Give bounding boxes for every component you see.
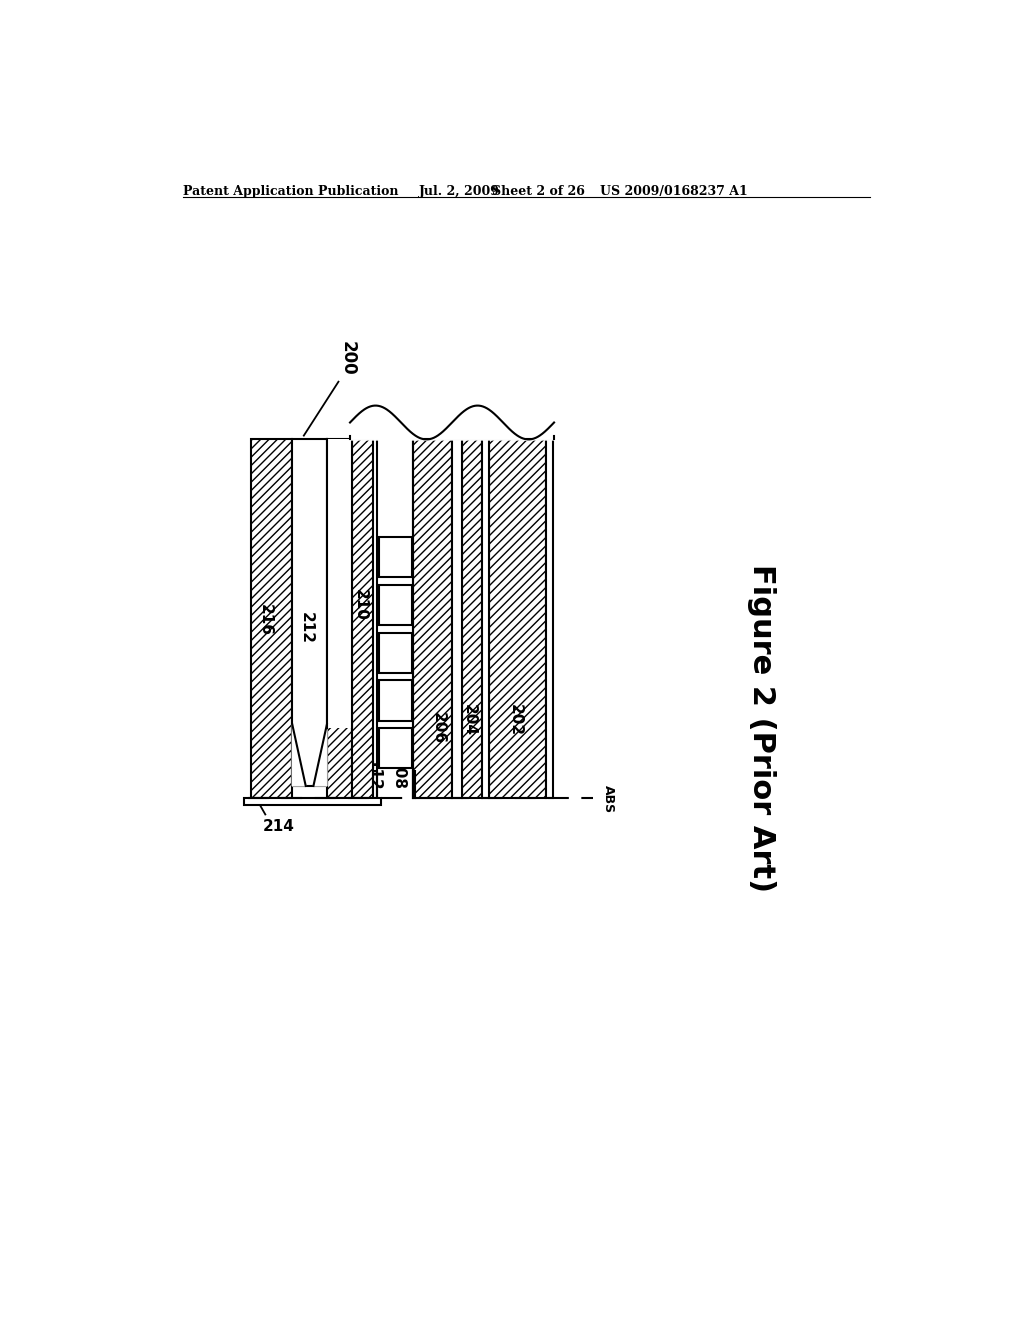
Bar [453,440,462,797]
Text: 206: 206 [431,711,446,744]
Text: Sheet 2 of 26: Sheet 2 of 26 [493,185,586,198]
Bar [351,440,373,797]
Text: Patent Application Publication: Patent Application Publication [183,185,398,198]
Bar [547,440,553,797]
Polygon shape [313,725,327,785]
Text: 204: 204 [462,705,477,737]
Bar [379,537,412,577]
Bar [244,797,381,805]
Bar [377,440,413,797]
Text: 208: 208 [391,759,407,791]
Bar [488,440,547,797]
Bar [379,585,412,626]
Polygon shape [292,725,306,785]
Bar [327,440,351,729]
Text: ABS: ABS [602,785,614,813]
Text: Jul. 2, 2009: Jul. 2, 2009 [419,185,500,198]
Bar [462,440,482,797]
Bar [379,632,412,673]
Text: 202: 202 [508,705,523,737]
Text: US 2009/0168237 A1: US 2009/0168237 A1 [600,185,748,198]
Bar [413,440,453,797]
Bar [379,729,412,768]
Text: 212: 212 [299,612,313,644]
Bar [413,771,416,797]
Bar [327,440,351,797]
Text: 112: 112 [367,759,381,791]
Bar [292,440,327,785]
Bar [482,440,488,797]
Text: 216: 216 [258,605,272,636]
Text: 200: 200 [339,342,356,376]
Text: 210: 210 [352,589,368,620]
Bar [379,681,412,721]
Bar [373,771,377,797]
Bar [252,440,292,797]
Text: Figure 2 (Prior Art): Figure 2 (Prior Art) [748,564,776,892]
Text: 214: 214 [262,818,294,834]
